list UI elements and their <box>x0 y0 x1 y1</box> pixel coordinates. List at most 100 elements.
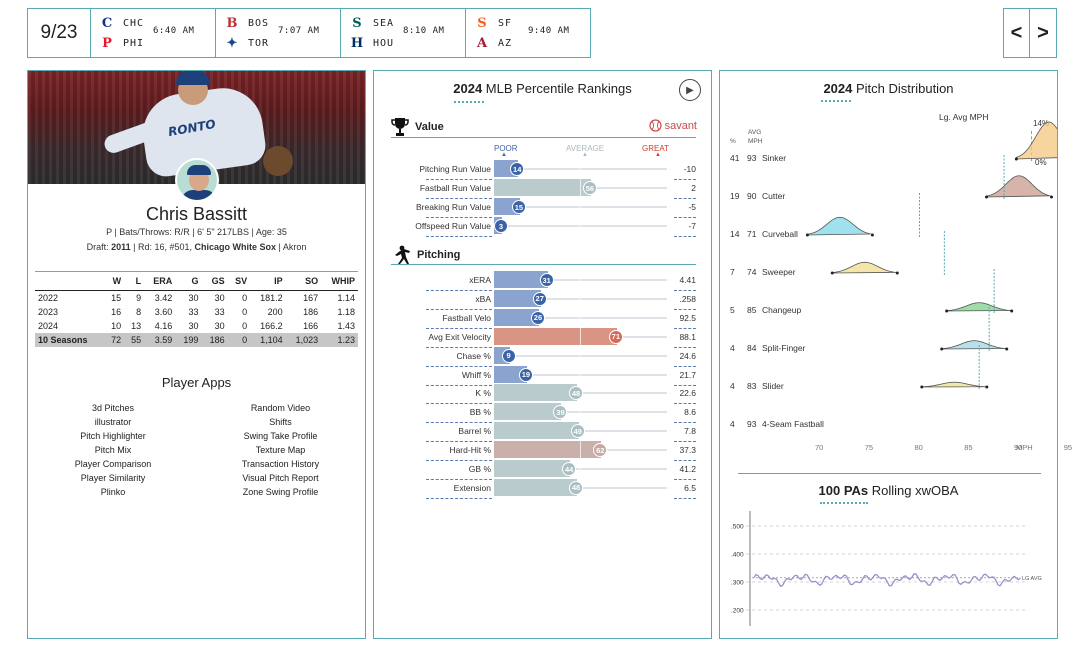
player-app-link[interactable]: Pitch Mix <box>94 445 132 455</box>
pitch-row[interactable]: 14 71 Curveball <box>720 225 1057 245</box>
stats-cell: 30 <box>188 321 199 331</box>
metric-label: Pitching Run Value <box>419 164 491 174</box>
mph-axis-tick: 70 <box>815 443 824 452</box>
percentile-bar <box>494 478 578 496</box>
metric-value: 92.5 <box>679 312 696 323</box>
pitch-velocity-density <box>986 175 1051 198</box>
stats-cell: 30 <box>214 321 225 331</box>
player-app-link[interactable]: illustrator <box>94 417 132 427</box>
percentile-row[interactable]: Fastball Run Value 56 2 <box>374 179 711 199</box>
percentile-bubble: 44 <box>562 462 577 476</box>
pitch-usage-pct: 4 <box>730 343 735 353</box>
stats-cell: 200 <box>267 307 283 317</box>
metric-label: Avg Exit Velocity <box>428 331 491 342</box>
percentile-row[interactable]: Fastball Velo 26 92.5 <box>374 308 711 329</box>
percentile-row[interactable]: BB % 39 8.6 <box>374 403 711 424</box>
percentile-bubble: 3 <box>494 219 508 233</box>
metric-value: 6.5 <box>684 482 696 493</box>
player-app-link[interactable]: Zone Swing Profile <box>242 487 319 497</box>
pitch-row[interactable]: 5 85 Changeup <box>720 301 1057 321</box>
percentile-row[interactable]: GB % 44 41.2 <box>374 460 711 480</box>
pitch-row[interactable]: 41 93 Sinker <box>720 149 1057 169</box>
scale-max-label: 14% <box>1033 119 1050 128</box>
pitch-avg-mph: 74 <box>747 267 757 277</box>
stats-header: ERA <box>144 271 176 291</box>
player-app-link[interactable]: Visual Pitch Report <box>242 473 319 483</box>
player-app-link[interactable]: Random Video <box>250 403 311 413</box>
player-app-link[interactable]: Swing Take Profile <box>243 431 318 441</box>
pitch-usage-pct: 7 <box>730 267 735 277</box>
game-card[interactable]: S SEA H HOU 8:10 AM <box>341 8 466 58</box>
metric-value: 4.41 <box>679 275 696 285</box>
percentile-row[interactable]: Chase % 9 24.6 <box>374 346 711 367</box>
astros-logo-icon: H <box>350 35 364 51</box>
player-app-link[interactable]: Pitch Highlighter <box>80 431 146 441</box>
metric-label: Hard-Hit % <box>449 445 491 456</box>
stats-cell: 30 <box>188 293 199 303</box>
player-app-link[interactable]: Plinko <box>100 487 126 497</box>
percentile-row[interactable]: xBA 27 .258 <box>374 289 711 310</box>
career-stats-table: W L ERA G GS SV IP SO WHIP 2022 15 9 3.42 30 30 0 181.2… <box>35 271 358 347</box>
stats-header: G <box>175 271 202 291</box>
percentile-bubble: 31 <box>539 273 554 287</box>
percentile-row[interactable]: Whiff % 19 21.7 <box>374 365 711 386</box>
percentile-row[interactable]: xERA 31 4.41 <box>374 271 711 291</box>
prev-button[interactable]: < <box>1003 8 1030 58</box>
metric-label: xBA <box>475 293 491 304</box>
percentile-row[interactable]: K % 48 22.6 <box>374 384 711 405</box>
percentile-row[interactable]: Hard-Hit % 62 37.3 <box>374 441 711 462</box>
game-card[interactable]: B BOS ✦ TOR 7:07 AM <box>216 8 341 58</box>
xwoba-tick: .500 <box>731 524 744 531</box>
percentile-row[interactable]: Avg Exit Velocity 71 88.1 <box>374 327 711 348</box>
player-app-link[interactable]: Transaction History <box>241 459 320 469</box>
player-app-link[interactable]: Player Comparison <box>74 459 152 469</box>
pitch-name: Changeup <box>762 305 802 315</box>
percentile-row[interactable]: Extension 48 6.5 <box>374 478 711 499</box>
player-action-photo: RONTO <box>28 71 365 184</box>
stats-cell: 0 <box>242 307 248 317</box>
game-time: 7:07 AM <box>278 26 320 36</box>
schedule-date[interactable]: 9/23 <box>27 8 91 58</box>
stats-cell: 3.60 <box>154 307 173 317</box>
pitch-name: Sweeper <box>762 267 796 277</box>
mph-axis-tick: 90 <box>1014 443 1023 452</box>
stats-cell: 33 <box>188 307 199 317</box>
percentile-row[interactable]: Pitching Run Value 14 -10 <box>374 160 711 180</box>
game-card[interactable]: C CHC P PHI 6:40 AM <box>91 8 216 58</box>
percentile-row[interactable]: Breaking Run Value 15 -5 <box>374 198 711 218</box>
percentile-row[interactable]: Barrel % 49 7.8 <box>374 422 711 443</box>
player-app-link[interactable]: Shifts <box>269 417 292 427</box>
percentile-bar <box>494 289 541 307</box>
scale-average-label: AVERAGE <box>566 144 605 153</box>
percentile-bar <box>494 422 579 440</box>
percentile-row[interactable]: Offspeed Run Value 3 -7 <box>374 217 711 237</box>
pitch-distribution-panel: 2024 Pitch Distribution Lg. Avg MPH 14% … <box>719 70 1072 639</box>
game-card[interactable]: S SF A AZ 9:40 AM <box>466 8 591 58</box>
stats-cell: 166.2 <box>260 321 283 331</box>
player-app-link[interactable]: 3d Pitches <box>91 403 135 413</box>
stats-cell: 186 <box>201 333 228 347</box>
pitch-row[interactable]: 4 84 Split-Finger <box>720 339 1057 359</box>
pitch-row[interactable]: 7 74 Sweeper <box>720 263 1057 283</box>
stats-cell: 3.42 <box>154 293 173 303</box>
pitch-row[interactable]: 4 93 4-Seam Fastball <box>720 415 1057 435</box>
pitch-avg-mph: 84 <box>747 343 757 353</box>
player-app-link[interactable]: Player Similarity <box>80 473 146 483</box>
percentile-bar <box>494 441 602 459</box>
scoreboard-nav: < > <box>1003 8 1057 58</box>
percentile-bar <box>494 327 617 345</box>
cubs-logo-icon: C <box>101 15 113 31</box>
pitch-row[interactable]: 19 90 Cutter <box>720 187 1057 207</box>
metric-label: Fastball Run Value <box>419 183 491 193</box>
percentile-bubble: 19 <box>518 367 533 382</box>
player-app-link[interactable]: Texture Map <box>255 445 306 455</box>
play-icon[interactable]: ▶ <box>679 79 701 101</box>
pitch-distribution-title: 2024 Pitch Distribution <box>823 81 954 96</box>
savant-link[interactable]: savant <box>648 119 697 132</box>
pitch-row[interactable]: 4 83 Slider <box>720 377 1057 397</box>
next-button[interactable]: > <box>1030 8 1057 58</box>
player-draft: Draft: 2011 | Rd: 16, #501, Chicago Whit… <box>86 242 307 252</box>
percentile-bubble: 62 <box>593 443 608 458</box>
pitch-distribution-chart <box>805 121 1057 389</box>
metric-value: 22.6 <box>679 388 696 399</box>
